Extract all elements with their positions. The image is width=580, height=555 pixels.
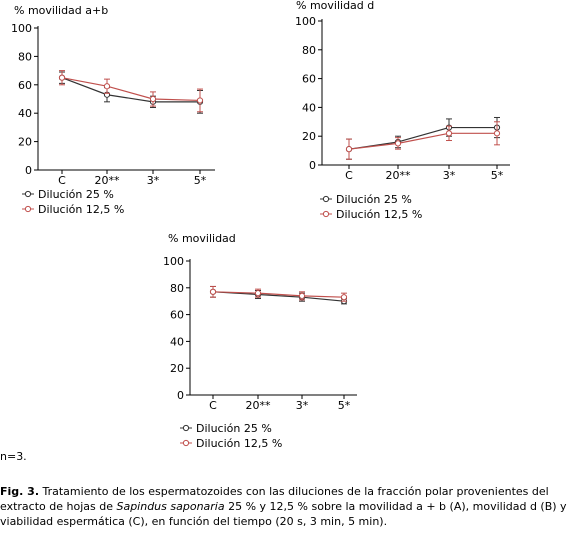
y-tick-label: 80 [302, 44, 316, 57]
y-tick-label: 80 [18, 50, 32, 63]
x-tick-label: 5* [194, 174, 207, 187]
y-tick-label: 40 [302, 101, 316, 114]
y-tick-label: 40 [18, 107, 32, 120]
series-line [61, 77, 200, 103]
y-tick-label: 20 [302, 130, 316, 143]
x-tick-label: 20** [246, 399, 271, 412]
figure-caption: Fig. 3. Tratamiento de los espermatozoid… [0, 484, 578, 529]
y-tick-label: 0 [309, 159, 316, 172]
legend-label: Dilución 12,5 % [38, 203, 124, 216]
data-point [58, 74, 66, 81]
sample-size-note: n=3. [0, 450, 27, 463]
x-tick-label: 3* [147, 174, 160, 187]
legend-label: Dilución 12,5 % [336, 208, 422, 221]
legend-swatch-marker [322, 195, 330, 203]
legend-label: Dilución 25 % [196, 422, 272, 435]
x-tick-label: 20** [386, 169, 411, 182]
data-point [149, 95, 157, 103]
y-tick-label: 40 [170, 335, 184, 348]
y-tick-label: 0 [177, 389, 184, 402]
y-tick-label: 20 [170, 362, 184, 375]
data-point [196, 97, 204, 104]
chart-title: % movilidad d [296, 0, 374, 12]
y-tick-label: 100 [295, 15, 316, 28]
data-point [209, 288, 217, 295]
series-line [212, 291, 345, 298]
x-tick-label: 5* [338, 399, 351, 412]
x-tick-label: 5* [491, 169, 504, 182]
data-point [345, 146, 353, 153]
y-tick-label: 100 [163, 255, 184, 268]
x-tick-label: C [209, 399, 217, 412]
data-point [103, 83, 111, 90]
legend-label: Dilución 25 % [38, 188, 114, 201]
y-tick-label: 60 [18, 79, 32, 92]
y-tick-label: 0 [25, 164, 32, 177]
y-tick-label: 20 [18, 136, 32, 149]
legend-swatch-marker [322, 210, 330, 218]
y-tick-label: 80 [170, 282, 184, 295]
chart-title: % movilidad [168, 232, 236, 245]
legend-swatch-marker [182, 424, 190, 432]
x-tick-label: 20** [95, 174, 120, 187]
caption-species: Sapindus saponaria [116, 500, 225, 513]
series-line [348, 126, 497, 150]
caption-text-1: Tratamiento de los espermatozoides con l… [0, 485, 549, 513]
data-point [298, 292, 306, 299]
data-point [340, 294, 348, 301]
chart-title: % movilidad a+b [14, 4, 108, 17]
legend-label: Dilución 25 % [336, 193, 412, 206]
y-tick-label: 60 [302, 73, 316, 86]
legend-swatch-marker [182, 439, 190, 447]
y-tick-label: 100 [11, 22, 32, 35]
x-tick-label: 3* [296, 399, 309, 412]
x-tick-label: 3* [443, 169, 456, 182]
caption-text-2: 25 % y 12,5 % sobre la movilidad a + b (… [0, 500, 567, 528]
series-line [61, 77, 201, 102]
legend-swatch-marker [24, 190, 32, 198]
data-point [394, 140, 402, 147]
y-tick-label: 60 [170, 309, 184, 322]
data-point [254, 290, 262, 297]
legend-swatch-marker [24, 205, 32, 213]
caption-label: Fig. 3. [0, 485, 39, 498]
data-point [445, 130, 453, 137]
x-tick-label: C [345, 169, 353, 182]
legend-label: Dilución 12,5 % [196, 437, 282, 450]
series-line [212, 291, 345, 302]
x-tick-label: C [58, 174, 66, 187]
data-point [493, 130, 501, 137]
series-line [348, 132, 497, 150]
